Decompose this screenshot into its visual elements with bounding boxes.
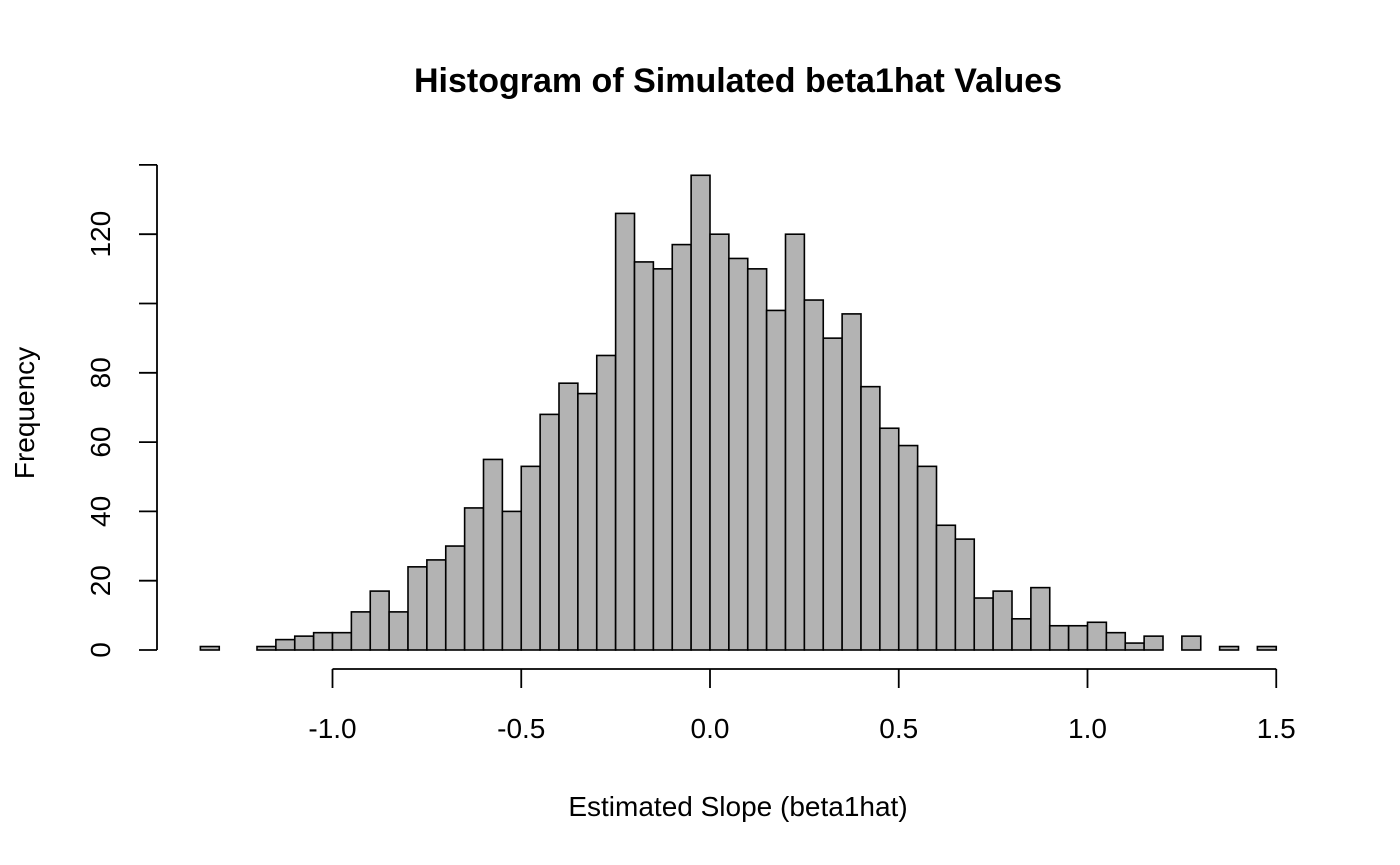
histogram-bar <box>1030 586 1051 651</box>
y-axis-label: Frequency <box>9 347 40 479</box>
histogram-bar <box>1143 635 1164 651</box>
histogram-bar <box>728 257 749 651</box>
x-tick-label: 1.5 <box>1257 713 1296 744</box>
histogram-bar <box>1011 618 1032 651</box>
histogram-bar <box>954 538 976 651</box>
histogram-bar <box>935 524 957 651</box>
x-tick-label: -0.5 <box>497 713 545 744</box>
histogram-bar <box>501 510 523 651</box>
histogram-bar <box>275 638 296 651</box>
histogram-bar <box>520 465 541 651</box>
histogram-bar <box>652 268 674 651</box>
x-tick-label: 0.0 <box>691 713 730 744</box>
y-tick-label: 40 <box>85 496 116 527</box>
bars-group <box>199 174 1278 651</box>
histogram-bar <box>444 545 466 651</box>
histogram-bar <box>803 299 825 651</box>
chart-title: Histogram of Simulated beta1hat Values <box>414 62 1062 100</box>
histogram-bar <box>992 590 1013 651</box>
histogram-bar <box>973 597 994 651</box>
y-tick-label: 60 <box>85 427 116 458</box>
histogram-bar <box>614 212 636 651</box>
histogram-bar <box>350 611 372 651</box>
x-tick-label: 1.0 <box>1068 713 1107 744</box>
y-tick-label: 0 <box>85 642 116 658</box>
y-tick-label: 120 <box>85 211 116 258</box>
x-tick-label: -1.0 <box>308 713 356 744</box>
histogram-bar <box>1067 624 1089 651</box>
histogram-bar <box>709 233 730 651</box>
histogram-bar <box>690 174 711 651</box>
histogram-bar <box>1181 635 1202 651</box>
histogram-bar <box>1105 631 1127 651</box>
histogram-bar <box>1256 645 1278 651</box>
histogram-bar <box>293 635 315 651</box>
histogram-bar <box>916 465 938 651</box>
y-axis: 0 20 40 60 80 120 <box>85 163 158 658</box>
y-tick-label: 20 <box>85 565 116 596</box>
histogram-bar <box>558 382 579 651</box>
histogram-bar <box>1218 645 1240 651</box>
histogram-bar <box>256 645 277 651</box>
histogram-bar <box>1048 624 1070 651</box>
histogram-bar <box>746 268 768 651</box>
histogram-bar <box>822 337 843 651</box>
histogram-bar <box>426 559 447 651</box>
histogram-bar <box>765 309 787 651</box>
histogram-bar <box>407 566 428 651</box>
histogram-bar <box>388 611 409 651</box>
histogram-bar <box>841 313 862 651</box>
histogram-bar <box>595 354 617 651</box>
histogram-bar <box>331 631 353 651</box>
histogram-bar <box>1124 642 1145 651</box>
histogram-bar <box>633 261 655 651</box>
histogram-bar <box>671 243 692 651</box>
histogram-bar <box>784 233 806 651</box>
y-tick-label: 80 <box>85 357 116 388</box>
histogram-bar <box>199 645 221 651</box>
histogram-bar <box>539 413 560 651</box>
histogram-bar <box>482 458 504 651</box>
histogram-bar <box>369 590 390 651</box>
x-axis: -1.0 -0.5 0.0 0.5 1.0 1.5 <box>308 668 1296 744</box>
x-axis-label: Estimated Slope (beta1hat) <box>568 791 907 822</box>
histogram-bar <box>577 392 598 651</box>
histogram-bar <box>1086 621 1108 651</box>
x-tick-label: 0.5 <box>879 713 918 744</box>
histogram-bar <box>860 385 881 651</box>
histogram-bar <box>312 631 334 651</box>
histogram-bar <box>897 444 919 651</box>
histogram-bar <box>463 507 485 651</box>
histogram-bar <box>879 427 900 651</box>
